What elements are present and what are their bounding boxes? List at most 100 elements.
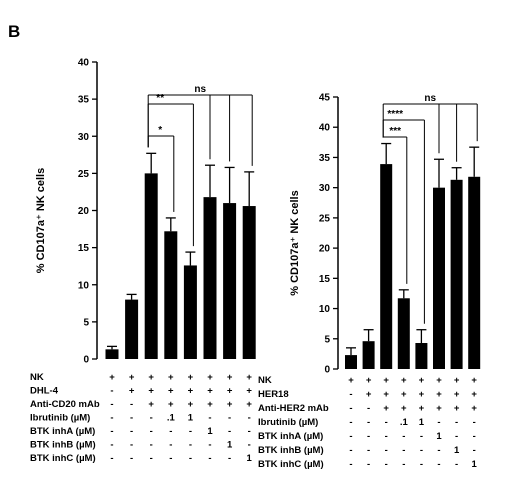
chart2-condition-mark: + (471, 375, 477, 386)
chart2-condition-mark: - (367, 417, 370, 428)
chart1-significance-label: ns (194, 84, 206, 95)
chart1-condition-mark: + (246, 386, 252, 397)
chart1-condition-mark: + (207, 399, 213, 410)
chart1-bar (223, 203, 237, 359)
chart1-y-axis-label: % CD107a⁺ NK cells (35, 168, 47, 273)
chart2-condition-mark: - (473, 417, 476, 428)
chart1-condition-mark: + (227, 386, 233, 397)
chart1-bar (144, 173, 158, 359)
chart2-condition-mark: - (420, 459, 423, 470)
chart1-condition-label: BTK inhA (µM) (30, 426, 95, 437)
chart1-condition-mark: + (246, 399, 252, 410)
chart2-condition-mark: + (419, 375, 425, 386)
chart1-y-tick-label: 15 (78, 243, 90, 254)
chart1-bar (183, 265, 197, 359)
chart1-y-tick-label: 40 (78, 58, 90, 69)
chart1-condition-mark: - (169, 440, 172, 451)
chart1-condition-mark: + (207, 386, 213, 397)
chart2-condition-mark: - (420, 445, 423, 456)
chart2-condition-label: BTK inhB (µM) (258, 445, 324, 456)
chart2-condition-mark: - (455, 431, 458, 442)
chart2-condition-mark: - (367, 459, 370, 470)
chart1-condition-mark: - (169, 426, 172, 437)
chart1-condition-mark: 1 (207, 426, 213, 437)
chart2-condition-mark: - (402, 431, 405, 442)
chart1-condition-mark: + (129, 372, 135, 383)
chart2-condition-mark: - (349, 445, 352, 456)
chart1-y-tick-label: 10 (78, 280, 90, 291)
chart2-condition-mark: + (436, 389, 442, 400)
chart2-bar (450, 179, 463, 369)
chart2-condition-mark: + (366, 389, 372, 400)
chart1-condition-mark: - (130, 440, 133, 451)
chart2-bar (468, 176, 481, 369)
chart2-condition-mark: + (436, 403, 442, 414)
chart1-condition-mark: .1 (167, 413, 176, 424)
chart2-condition-mark: 1 (472, 459, 478, 470)
chart1-condition-mark: + (148, 399, 154, 410)
chart2-condition-label: HER18 (258, 389, 289, 400)
chart2-condition-mark: + (383, 375, 389, 386)
chart2-condition-mark: + (401, 389, 407, 400)
chart2-condition-mark: - (402, 459, 405, 470)
chart2-y-tick-label: 15 (319, 274, 331, 285)
chart1-condition-mark: + (188, 386, 194, 397)
chart2-y-tick-label: 45 (319, 93, 331, 104)
chart2-condition-mark: + (454, 389, 460, 400)
chart2-condition-mark: + (401, 403, 407, 414)
chart2-condition-mark: + (401, 375, 407, 386)
chart1-bar (125, 299, 139, 359)
chart2-condition-mark: + (436, 375, 442, 386)
chart1-condition-mark: - (248, 426, 251, 437)
chart2-y-tick-label: 5 (324, 334, 330, 345)
chart2-condition-mark: - (349, 417, 352, 428)
chart1-condition-mark: - (110, 399, 113, 410)
chart1-condition-mark: - (130, 453, 133, 464)
chart1-condition-mark: + (188, 399, 194, 410)
chart2-bar (345, 355, 357, 369)
chart2-condition-mark: + (366, 375, 372, 386)
chart2-condition-mark: + (419, 389, 425, 400)
chart1-bar (164, 231, 178, 359)
chart1-condition-mark: - (248, 413, 251, 424)
chart2-condition-mark: + (383, 389, 389, 400)
chart2-condition-mark: - (473, 431, 476, 442)
chart2-condition-mark: - (437, 417, 440, 428)
chart2-condition-mark: - (349, 431, 352, 442)
chart2-condition-label: Anti-HER2 mAb (258, 403, 329, 414)
chart2-significance-label: **** (387, 109, 403, 120)
chart1-condition-mark: - (130, 413, 133, 424)
chart1-condition-mark: + (148, 372, 154, 383)
chart1-condition-mark: + (227, 399, 233, 410)
chart2-condition-mark: + (348, 375, 354, 386)
chart2-condition-mark: - (437, 445, 440, 456)
chart2-condition-mark: + (419, 403, 425, 414)
chart1-condition-mark: - (150, 426, 153, 437)
chart2-condition-mark: - (385, 459, 388, 470)
chart1-condition-mark: - (228, 453, 231, 464)
chart1-condition-mark: - (208, 413, 211, 424)
chart2-condition-mark: + (383, 403, 389, 414)
chart2-condition-mark: - (473, 445, 476, 456)
chart2-y-tick-label: 10 (319, 304, 331, 315)
chart2-condition-mark: - (385, 417, 388, 428)
chart1-significance-label: ** (156, 93, 164, 104)
chart2-condition-mark: - (455, 417, 458, 428)
chart2-condition-mark: 1 (419, 417, 425, 428)
chart2-y-tick-label: 25 (319, 213, 331, 224)
chart2-condition-mark: 1 (454, 445, 460, 456)
chart1-condition-mark: - (208, 453, 211, 464)
chart1-condition-mark: + (207, 372, 213, 383)
chart1-bar (203, 197, 217, 359)
chart2-condition-mark: + (471, 389, 477, 400)
chart2-y-tick-label: 20 (319, 244, 331, 255)
chart2-condition-mark: - (349, 459, 352, 470)
chart2-condition-mark: - (420, 431, 423, 442)
panel-label: B (8, 22, 21, 41)
chart1-condition-label: BTK inhC (µM) (30, 453, 96, 464)
chart1-y-tick-label: 25 (78, 169, 90, 180)
chart1-condition-mark: - (189, 426, 192, 437)
chart2-bar (397, 298, 410, 369)
chart1-condition-mark: - (130, 399, 133, 410)
chart2-condition-label: NK (258, 375, 272, 386)
